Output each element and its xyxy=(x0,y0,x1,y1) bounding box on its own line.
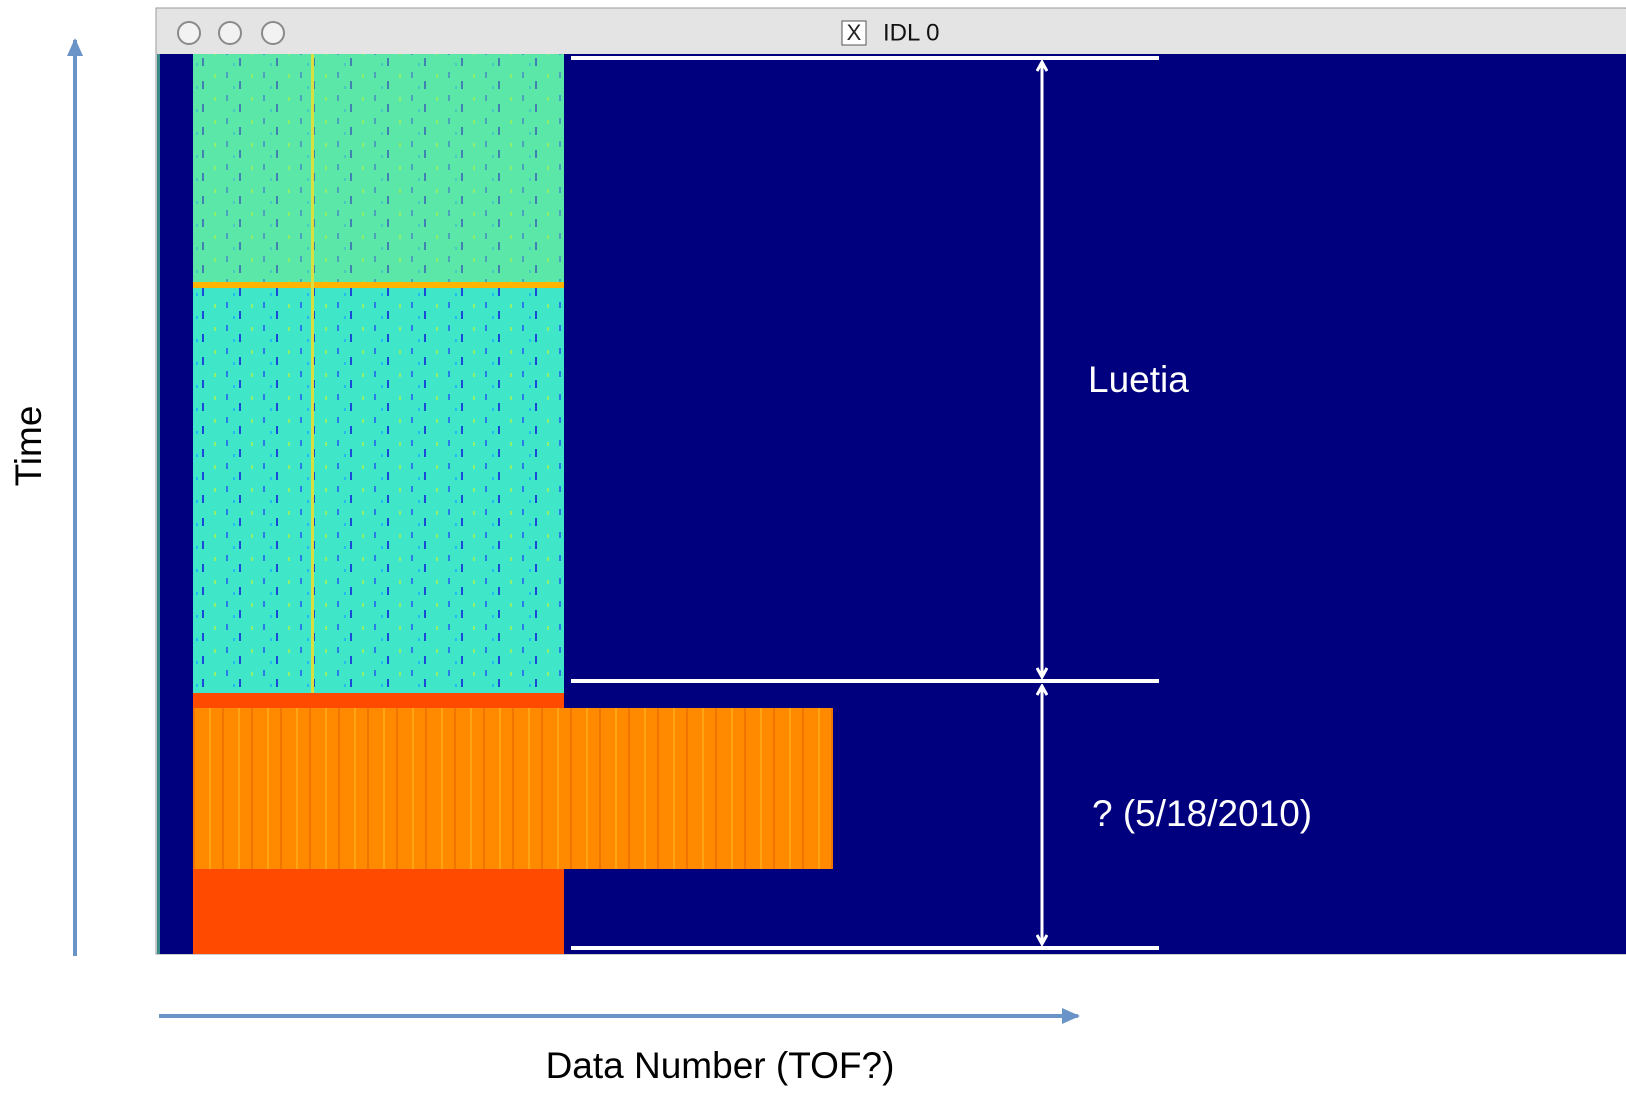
zoom-button[interactable] xyxy=(262,22,284,44)
orange-region xyxy=(193,708,833,869)
lower-region-label: ? (5/18/2010) xyxy=(1092,793,1312,834)
window-title: IDL 0 xyxy=(883,19,939,46)
yellow-vertical-line xyxy=(311,54,314,693)
close-button[interactable] xyxy=(178,22,200,44)
slide: X IDL 0 Luetia ? (5/18/2010) Time Data N… xyxy=(0,0,1626,1092)
x11-icon: X xyxy=(847,20,862,45)
minimize-button[interactable] xyxy=(219,22,241,44)
cyan-upper-tint xyxy=(193,54,564,284)
upper-region-label: Luetia xyxy=(1088,359,1189,400)
x-axis-label: Data Number (TOF?) xyxy=(546,1045,895,1086)
y-axis-label: Time xyxy=(8,406,49,487)
idl-window: X IDL 0 Luetia ? (5/18/2010) xyxy=(156,8,1626,954)
yellow-horizontal-line xyxy=(193,282,564,288)
image-edge xyxy=(157,54,160,954)
